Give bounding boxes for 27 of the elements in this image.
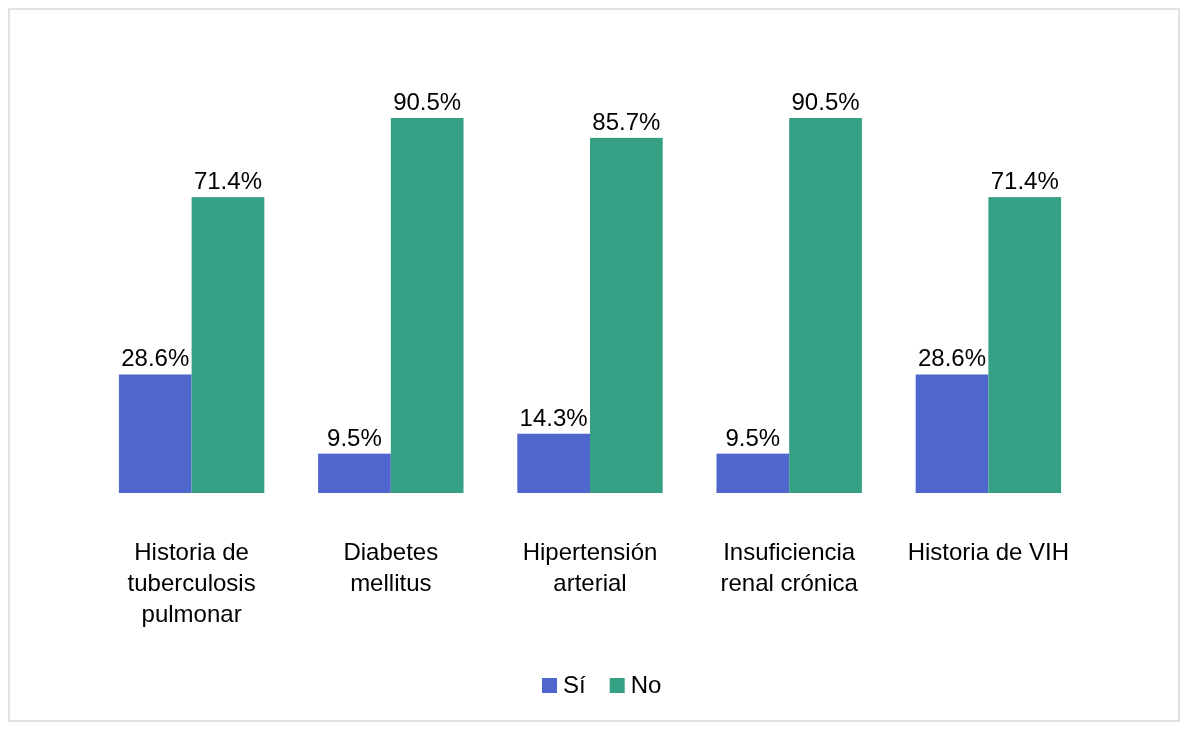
x-tick-label: Historia de tuberculosis pulmonar (127, 538, 256, 628)
data-label: 28.6% (121, 344, 190, 372)
bar (118, 374, 192, 493)
data-label: 9.5% (327, 423, 382, 451)
bar (517, 433, 590, 493)
bar (789, 118, 862, 493)
data-label: 28.6% (918, 344, 987, 372)
bar (716, 453, 790, 493)
bar (915, 374, 989, 493)
legend-label: No (630, 671, 662, 698)
data-label: 90.5% (393, 88, 462, 115)
x-tick-label: Historia de VIH (907, 538, 1070, 565)
x-tick-label: Diabetes mellitus (343, 538, 439, 597)
data-label: 9.5% (725, 423, 781, 451)
bar (590, 137, 663, 493)
data-label: 71.4% (990, 167, 1059, 195)
bar (988, 197, 1062, 493)
data-label: 71.4% (193, 167, 262, 195)
data-label: 90.5% (791, 88, 860, 115)
data-label: 85.7% (592, 107, 661, 135)
bar (191, 197, 265, 493)
bar (390, 118, 464, 493)
x-tick-label: Insuficiencia renal crónica (720, 538, 859, 597)
bar (318, 453, 391, 493)
x-tick-label: Hipertensión arterial (522, 538, 658, 597)
legend-label: Sí (563, 671, 587, 698)
data-label: 14.3% (519, 403, 588, 431)
